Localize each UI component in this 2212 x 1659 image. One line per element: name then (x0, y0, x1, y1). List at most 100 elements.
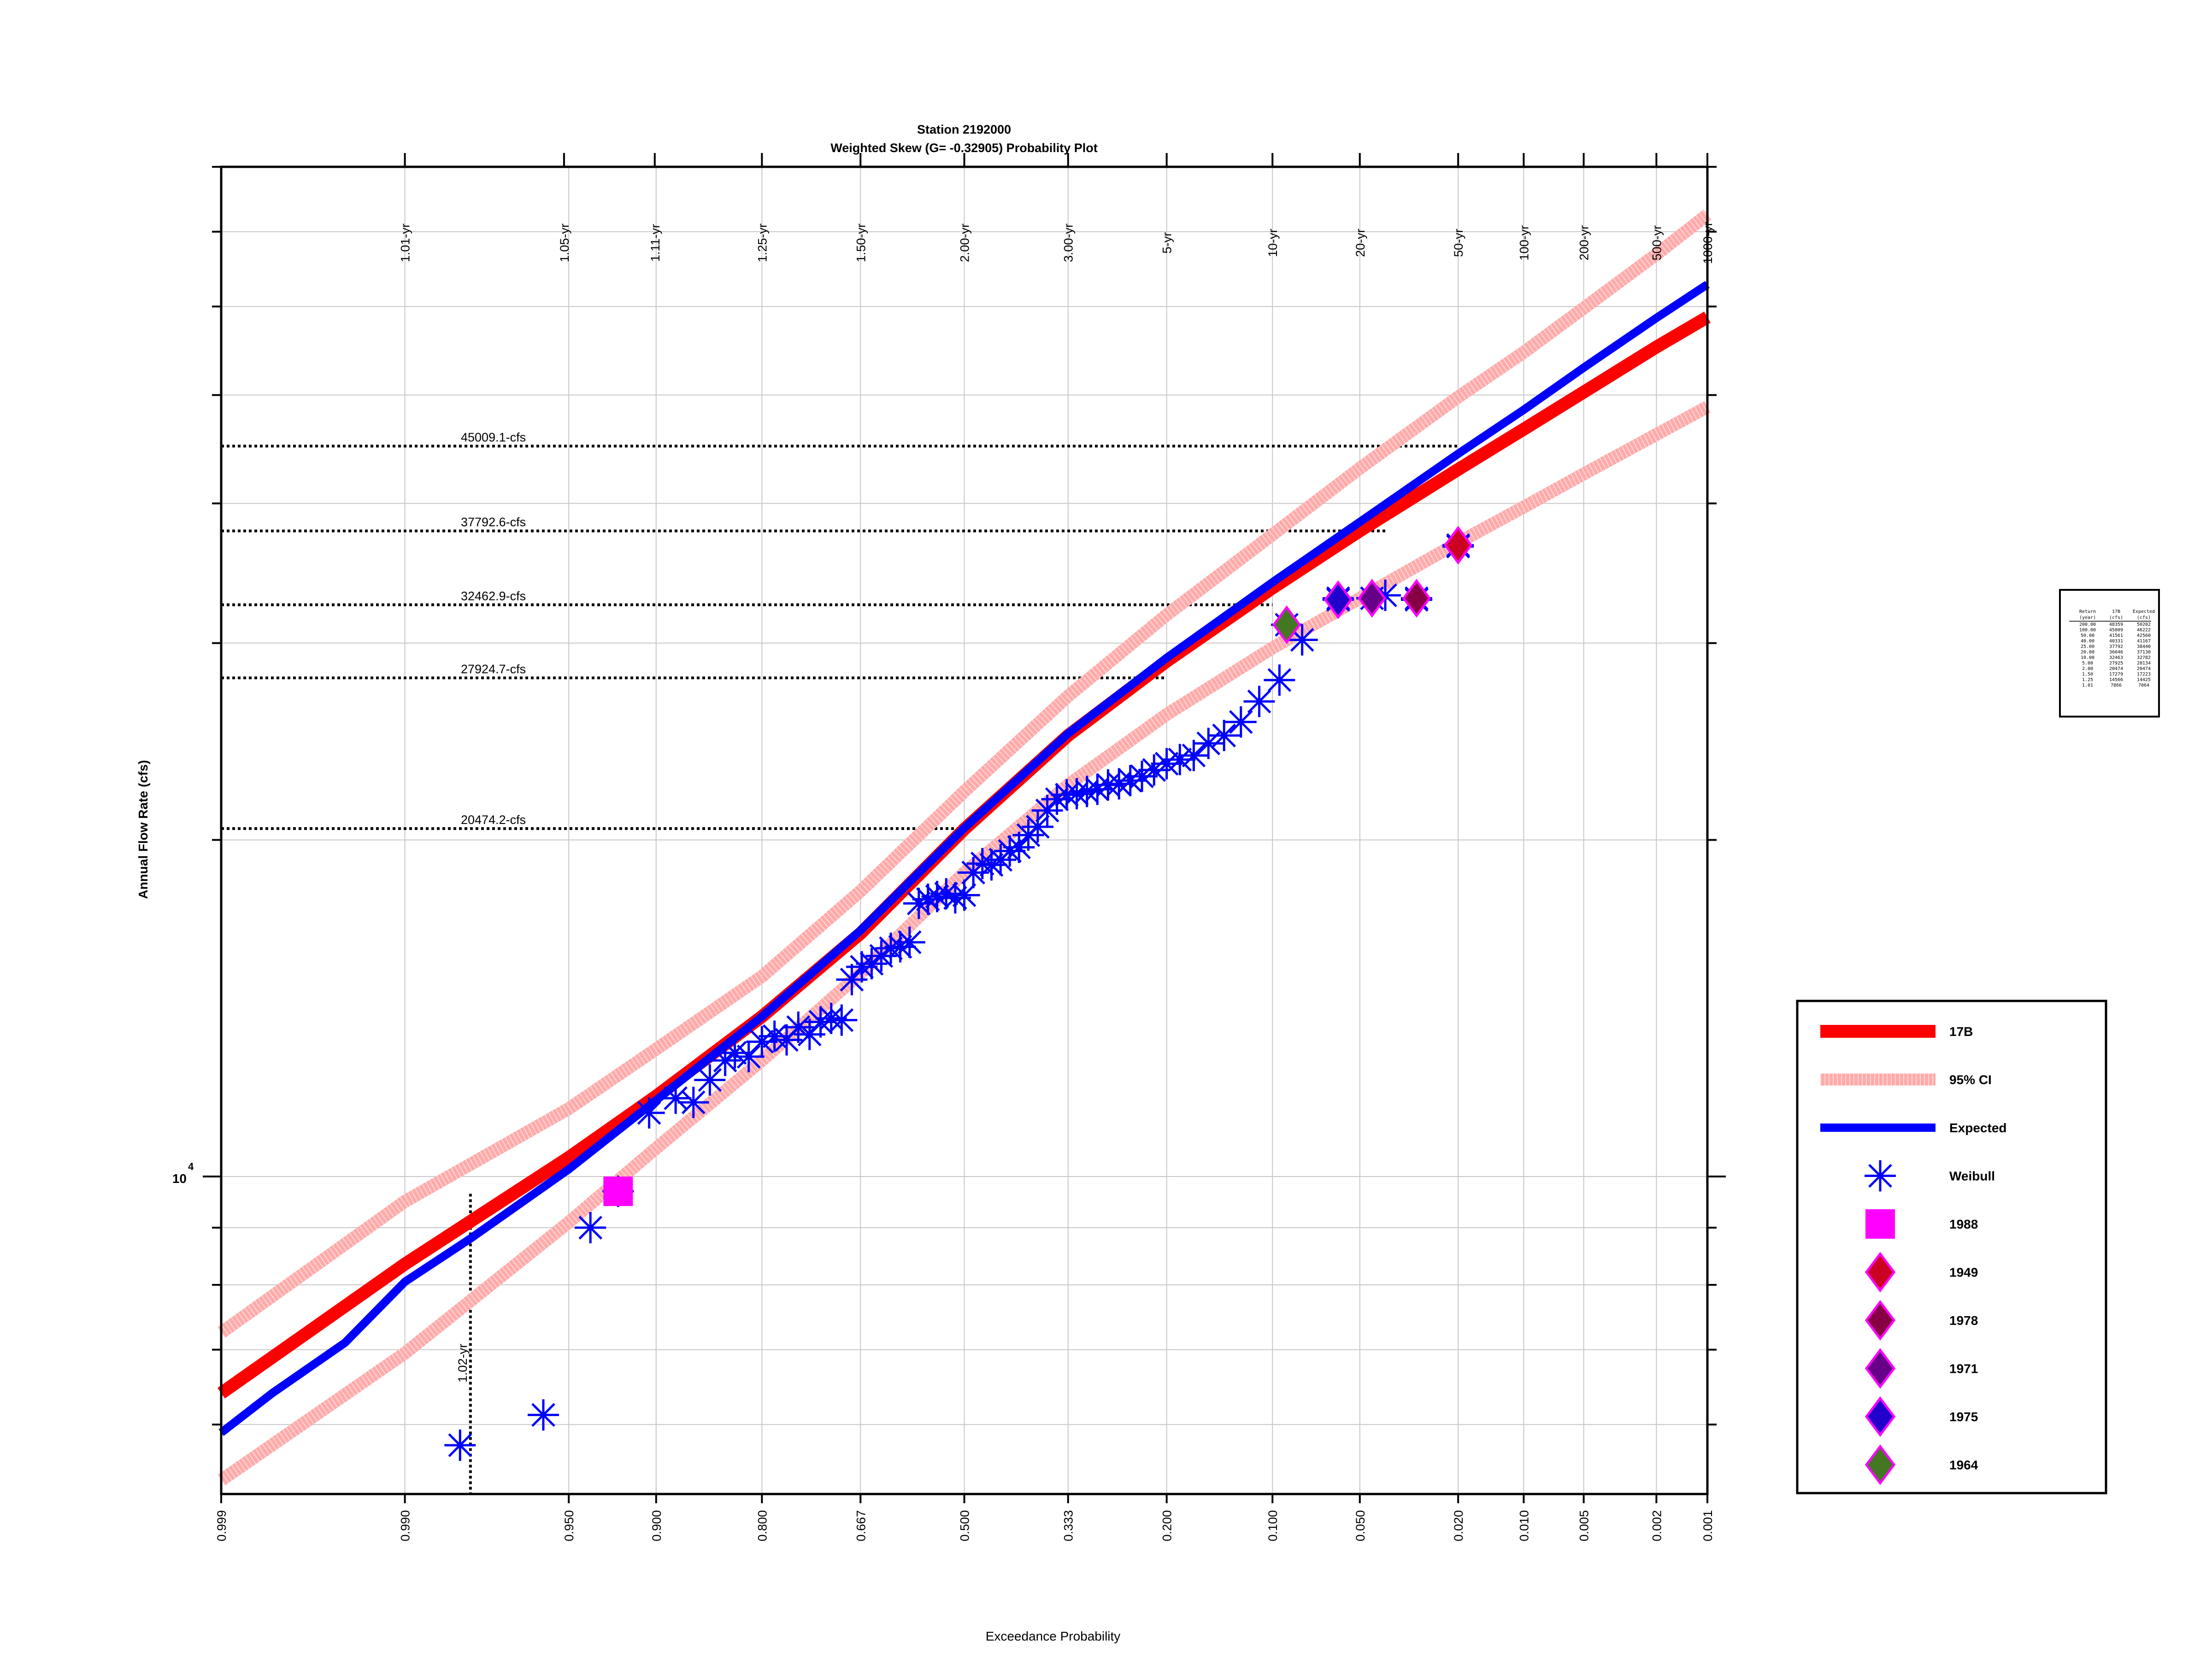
asterisk-stroke (1290, 628, 1314, 652)
inset-cell: 1.50 (2082, 672, 2093, 677)
asterisk-stroke (786, 1015, 811, 1039)
return-period-label: 10-yr (1266, 229, 1280, 257)
asterisk-stroke (1229, 710, 1253, 734)
weibull-point (1225, 706, 1257, 738)
asterisk-stroke (830, 1008, 854, 1032)
asterisk-stroke (916, 887, 940, 912)
return-period-label: 200-yr (1577, 225, 1591, 261)
point-1971 (1358, 579, 1387, 618)
marker-layer (444, 525, 1474, 1461)
inset-cell: 20.00 (2081, 650, 2094, 655)
asterisk-stroke (943, 886, 967, 910)
asterisk-stroke (698, 1068, 722, 1092)
weibull-point (921, 881, 953, 912)
asterisk-stroke (448, 1433, 472, 1457)
legend-items: 17B 95% CI Expected Weibull 1988 1949 1978 1971… (1820, 1024, 2007, 1485)
inset-cell: 2.00 (2082, 666, 2093, 671)
weibull-point (884, 931, 916, 963)
weibull-point (815, 1002, 847, 1034)
asterisk-stroke (934, 882, 959, 906)
weibull-point (976, 849, 1007, 881)
legend-label: 1949 (1949, 1265, 1978, 1280)
weibull-point (836, 964, 868, 995)
legend-label: Weibull (1949, 1169, 1995, 1183)
x-tick-label: 0.333 (1062, 1510, 1076, 1541)
y-axis-label: Annual Flow Rate (cfs) (136, 760, 150, 899)
asterisk-stroke (952, 883, 977, 907)
inset-cell: 50.00 (2081, 633, 2094, 638)
weibull-point (633, 1097, 665, 1129)
inset-cell: 46222 (2137, 628, 2151, 633)
legend-label: 1971 (1949, 1362, 1978, 1376)
asterisk-stroke (762, 1024, 787, 1048)
inset-table-rows: Return 17B Expected (year) (cfs) (cfs) 200.00 4… (2069, 609, 2155, 688)
asterisk-stroke (1247, 689, 1271, 713)
weibull-point (1208, 720, 1240, 752)
legend-swatch (1865, 1396, 1896, 1437)
inset-cell: 20474 (2109, 666, 2123, 671)
weibull-point (856, 948, 888, 980)
grid-layer (221, 166, 1708, 1494)
flow-annotation-label: 27924.7-cfs (461, 662, 526, 676)
flow-annotation-label: 37792.6-cfs (461, 515, 526, 529)
return-period-label: 2.00-yr (958, 224, 972, 262)
inset-cell: 14566 (2109, 677, 2123, 682)
inset-cell: 40.00 (2081, 639, 2094, 644)
weibull-point (948, 879, 980, 911)
return-period-labels: 1.01-yr 1.05-yr 1.11-yr 1.25-yr 1.50-yr 2.00-… (399, 153, 1715, 264)
legend: 17B 95% CI Expected Weibull 1988 1949 1978 1971… (1796, 1000, 2107, 1494)
weibull-point (1022, 811, 1053, 843)
inset-cell: 28134 (2137, 661, 2151, 666)
x-tick-label: 0.100 (1266, 1510, 1280, 1541)
inset-cell: 42560 (2137, 633, 2151, 638)
inset-cell: 20474 (2137, 666, 2151, 671)
x-tick-label: 0.667 (854, 1510, 868, 1541)
x-tick-label: 0.001 (1701, 1510, 1715, 1541)
x-tick-label: 0.010 (1517, 1510, 1531, 1541)
asterisk-stroke (1007, 835, 1031, 859)
inset-cell: 1.01 (2082, 683, 2093, 688)
weibull-point (1178, 740, 1210, 771)
asterisk-stroke (1212, 724, 1236, 747)
legend-label: 95% CI (1949, 1073, 1992, 1087)
point-1949 (1444, 525, 1473, 565)
asterisk-stroke (897, 930, 922, 954)
inset-cell: 32782 (2137, 655, 2151, 660)
inset-cell: 1.25 (2082, 677, 2093, 682)
inset-cell: 41167 (2137, 639, 2151, 644)
inset-cell: 14425 (2137, 677, 2151, 682)
asterisk-stroke (1267, 668, 1292, 692)
inset-table-frame (2059, 589, 2160, 718)
weibull-point (733, 1041, 765, 1072)
asterisk-stroke (840, 967, 864, 992)
weibull-point (444, 1430, 476, 1461)
return-period-label: 50-yr (1452, 229, 1465, 257)
weibull-point (826, 1004, 858, 1036)
asterisk-stroke (1026, 815, 1050, 839)
legend-label: 17B (1949, 1024, 1973, 1039)
legend-swatch (1865, 1160, 1896, 1192)
y-axis-ticks: 104 (172, 166, 1726, 1426)
inset-cell: 10.00 (2081, 655, 2094, 660)
inset-cell: 100.00 (2079, 628, 2096, 633)
inset-cell: 45009 (2109, 628, 2123, 633)
asterisk-stroke (637, 1101, 661, 1125)
inset-header-cell: Return (2079, 609, 2096, 614)
x-tick-label: 0.999 (215, 1510, 229, 1541)
return-period-label: 1.05-yr (558, 224, 571, 262)
weibull-point (1114, 765, 1146, 796)
asterisk-stroke (681, 1090, 706, 1114)
legend-swatch (1865, 1444, 1896, 1485)
legend-label: 1964 (1949, 1458, 1978, 1472)
asterisk-stroke (723, 1041, 747, 1065)
inset-header-cell: Expected (2133, 609, 2155, 614)
asterisk-stroke (970, 852, 994, 876)
flow-annotation-label: 32462.9-cfs (461, 589, 526, 603)
weibull-point (677, 1087, 709, 1118)
return-period-label: 5-yr (1160, 232, 1174, 254)
asterisk-stroke (1154, 752, 1179, 776)
inset-header-cell: (cfs) (2109, 615, 2123, 620)
asterisk-stroke (879, 936, 903, 960)
inset-header-cell: (cfs) (2137, 615, 2151, 620)
weibull-point (930, 878, 962, 910)
